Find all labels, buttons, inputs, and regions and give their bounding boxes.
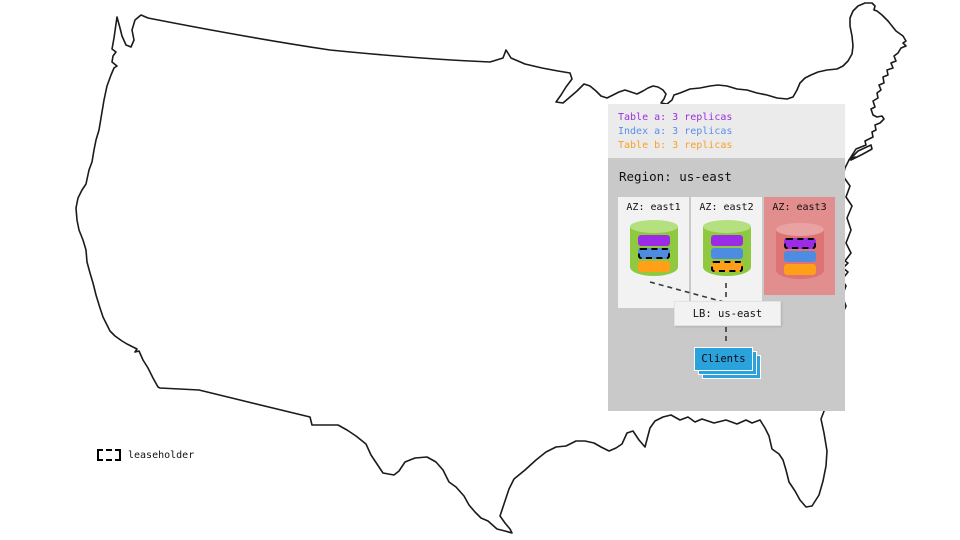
az-east3-box: AZ: east3 <box>764 197 835 295</box>
replica-index-a-leaseholder <box>637 248 670 259</box>
database-cylinder-east2 <box>702 220 751 282</box>
legend-index-a: Index a: 3 replicas <box>618 126 733 137</box>
legend-table-a: Table a: 3 replicas <box>618 112 733 123</box>
replica-table-a <box>637 235 670 246</box>
replica-table-b <box>783 264 816 275</box>
connector-east1-to-lb <box>649 281 725 303</box>
az-east1-label: AZ: east1 <box>626 202 681 213</box>
replica-bars <box>637 235 670 274</box>
replica-index-a <box>710 248 743 259</box>
replica-bars <box>710 235 743 274</box>
load-balancer-box: LB: us-east <box>674 301 781 326</box>
database-cylinder-east1 <box>629 220 678 282</box>
long-island-outline <box>848 144 873 161</box>
replica-table-b-leaseholder <box>710 261 743 272</box>
leaseholder-dashed-swatch <box>97 449 121 461</box>
us-continental-border <box>75 2 907 534</box>
region-us-east: Region: us-east AZ: east1 AZ: east2 AZ: … <box>608 158 845 411</box>
clients-stack: Clients <box>694 347 761 379</box>
replica-table-b <box>637 261 670 272</box>
leaseholder-key: leaseholder <box>97 449 194 461</box>
region-title: Region: us-east <box>619 169 732 184</box>
leaseholder-key-label: leaseholder <box>128 449 195 461</box>
legend-table-b: Table b: 3 replicas <box>618 140 733 151</box>
az-east2-label: AZ: east2 <box>699 202 754 213</box>
clients-label: Clients <box>701 353 746 365</box>
replica-index-a <box>783 251 816 262</box>
replica-legend: Table a: 3 replicas Index a: 3 replicas … <box>608 104 845 158</box>
az-east2-box: AZ: east2 <box>691 197 762 308</box>
az-east3-label: AZ: east3 <box>772 202 827 213</box>
az-east1-box: AZ: east1 <box>618 197 689 308</box>
cylinder-top-ellipse <box>702 220 751 233</box>
load-balancer-label: LB: us-east <box>692 307 763 320</box>
replica-table-a-leaseholder <box>783 238 816 249</box>
replica-table-a <box>710 235 743 246</box>
database-cylinder-east3 <box>775 223 824 285</box>
replica-bars <box>783 238 816 277</box>
cylinder-top-ellipse <box>775 223 824 236</box>
clients-box: Clients <box>694 347 753 371</box>
cylinder-top-ellipse <box>629 220 678 233</box>
